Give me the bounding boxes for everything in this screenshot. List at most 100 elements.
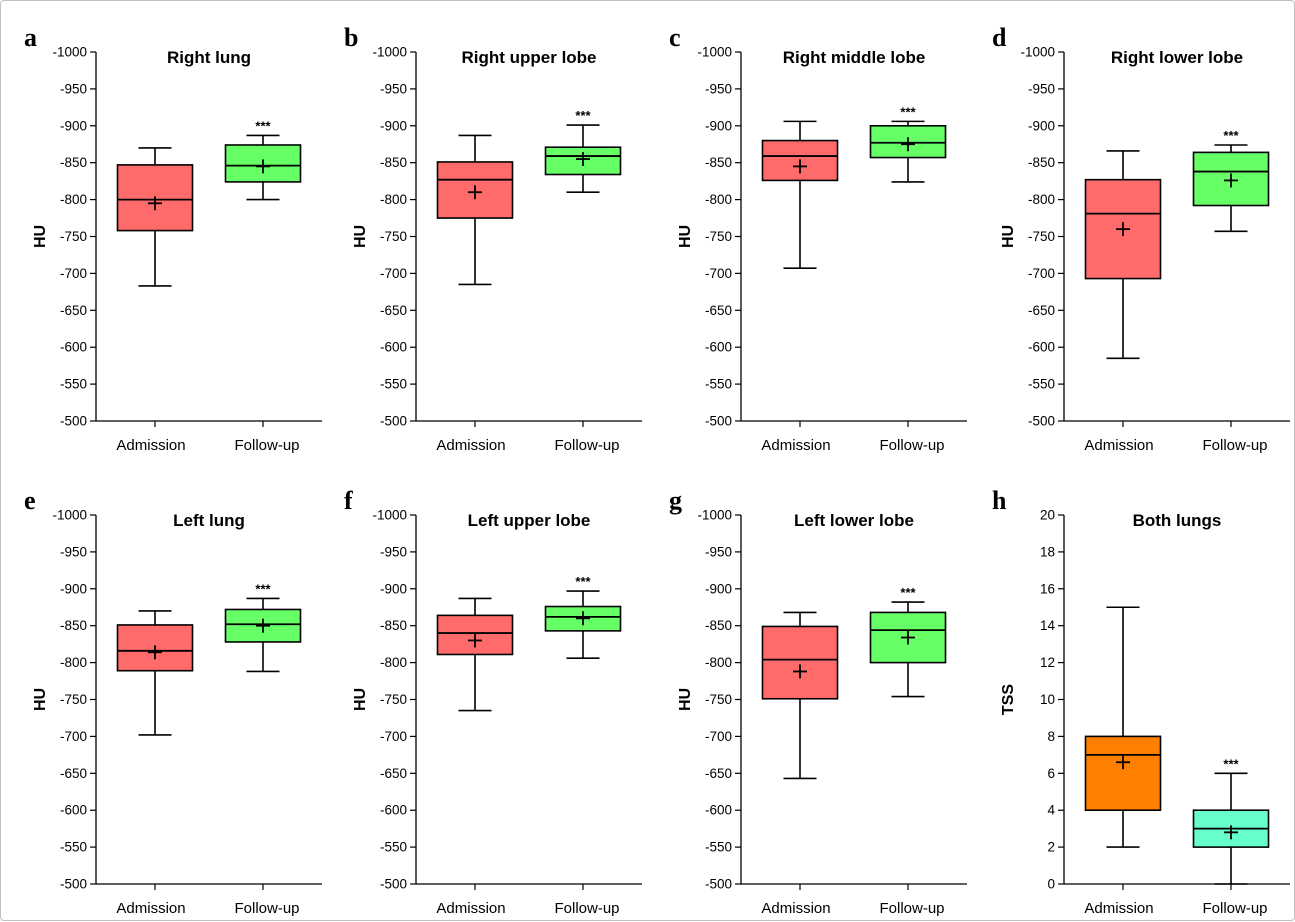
y-tick-label: 16 — [1040, 581, 1055, 596]
y-tick-label: -550 — [60, 840, 87, 855]
panel-f: f Left upper lobe HU -1000 -950 -900 -850 -800 -… — [344, 486, 642, 917]
y-tick-label: -950 — [60, 544, 87, 559]
y-tick-label: -1000 — [1020, 45, 1055, 60]
y-tick-label: -700 — [60, 729, 87, 744]
y-tick-label: -1000 — [52, 45, 87, 60]
y-tick-label: -700 — [705, 266, 732, 281]
y-tick-label: -1000 — [372, 45, 407, 60]
panel-title: Left lower lobe — [794, 511, 914, 530]
box — [1084, 735, 1162, 812]
y-tick-label: -750 — [705, 229, 732, 244]
x-tick-label: Admission — [436, 437, 505, 454]
significance-label: *** — [575, 108, 591, 123]
y-tick-label: -900 — [380, 581, 407, 596]
y-tick-label: 14 — [1040, 618, 1056, 633]
y-tick-label: -900 — [380, 118, 407, 133]
y-tick-label: -900 — [705, 118, 732, 133]
y-tick-label: 20 — [1040, 508, 1055, 523]
y-tick-label: -600 — [60, 803, 87, 818]
y-tick-label: -550 — [380, 377, 407, 392]
y-tick-label: 8 — [1047, 729, 1055, 744]
y-tick-label: -600 — [705, 803, 732, 818]
y-tick-label: -500 — [705, 877, 732, 892]
y-tick-label: -850 — [60, 618, 87, 633]
y-axis-label: HU — [32, 225, 49, 248]
y-tick-label: -700 — [380, 266, 407, 281]
y-tick-label: -950 — [705, 544, 732, 559]
y-tick-label: -950 — [380, 81, 407, 96]
x-tick-label: Follow-up — [234, 900, 299, 917]
y-axis-label: HU — [677, 225, 694, 248]
y-tick-label: -500 — [380, 877, 407, 892]
panel-letter: c — [669, 23, 681, 52]
y-tick-label: -500 — [1028, 414, 1055, 429]
y-tick-label: -650 — [380, 766, 407, 781]
panel-letter: b — [344, 23, 358, 52]
y-tick-label: -550 — [1028, 377, 1055, 392]
y-tick-label: -900 — [60, 118, 87, 133]
y-tick-label: -700 — [60, 266, 87, 281]
y-tick-label: -650 — [60, 303, 87, 318]
y-tick-label: 6 — [1047, 766, 1055, 781]
panel-g: g Left lower lobe HU -1000 -950 -900 -850 -800 -… — [669, 486, 967, 917]
y-tick-label: -850 — [1028, 155, 1055, 170]
y-tick-label: -900 — [705, 581, 732, 596]
significance-label: *** — [1223, 756, 1239, 771]
y-tick-label: -750 — [60, 692, 87, 707]
y-tick-label: -650 — [705, 303, 732, 318]
y-tick-label: -500 — [60, 877, 87, 892]
y-tick-label: -900 — [1028, 118, 1055, 133]
y-tick-label: -950 — [60, 81, 87, 96]
y-tick-label: -850 — [380, 618, 407, 633]
panel-letter: h — [992, 486, 1007, 515]
x-tick-label: Admission — [436, 900, 505, 917]
y-tick-label: -1000 — [372, 508, 407, 523]
y-tick-label: 4 — [1047, 803, 1055, 818]
y-tick-label: -900 — [60, 581, 87, 596]
x-tick-label: Admission — [1084, 437, 1153, 454]
panel-title: Left lung — [173, 511, 245, 530]
y-tick-label: -800 — [60, 192, 87, 207]
panel-d: d Right lower lobe HU -1000 -950 -900 -850 -800… — [992, 23, 1290, 454]
x-tick-label: Follow-up — [879, 900, 944, 917]
x-tick-label: Admission — [1084, 900, 1153, 917]
panel-letter: f — [344, 486, 353, 515]
x-tick-label: Follow-up — [554, 900, 619, 917]
x-tick-label: Admission — [761, 437, 830, 454]
y-tick-label: -750 — [380, 692, 407, 707]
y-tick-label: -950 — [705, 81, 732, 96]
x-tick-label: Follow-up — [879, 437, 944, 454]
x-tick-label: Admission — [116, 437, 185, 454]
y-tick-label: -600 — [60, 340, 87, 355]
y-tick-label: -600 — [705, 340, 732, 355]
panel-letter: e — [24, 486, 36, 515]
y-tick-label: 0 — [1047, 877, 1055, 892]
panel-c: c Right middle lobe HU -1000 -950 -900 -850 -80… — [669, 23, 967, 454]
y-tick-label: -800 — [380, 192, 407, 207]
panel-title: Right lung — [167, 48, 251, 67]
panel-letter: a — [24, 23, 37, 52]
y-tick-label: -750 — [1028, 229, 1055, 244]
y-tick-label: -800 — [705, 192, 732, 207]
y-axis-label: HU — [677, 688, 694, 711]
y-tick-label: -750 — [380, 229, 407, 244]
y-tick-label: -550 — [705, 377, 732, 392]
panel-letter: g — [669, 486, 682, 515]
y-axis-label: HU — [32, 688, 49, 711]
y-tick-label: -500 — [60, 414, 87, 429]
panel-title: Right middle lobe — [783, 48, 926, 67]
y-tick-label: -650 — [60, 766, 87, 781]
y-tick-label: -850 — [380, 155, 407, 170]
y-tick-label: -850 — [705, 618, 732, 633]
y-tick-label: -950 — [1028, 81, 1055, 96]
panel-h: h Both lungs TSS 0 2 4 6 8 10 12 14 16 18 20 Admission… — [992, 486, 1290, 917]
x-tick-label: Admission — [761, 900, 830, 917]
y-tick-label: -650 — [380, 303, 407, 318]
y-tick-label: -1000 — [697, 45, 732, 60]
panel-title: Both lungs — [1133, 511, 1222, 530]
y-tick-label: -600 — [380, 340, 407, 355]
y-tick-label: 12 — [1040, 655, 1055, 670]
y-tick-label: -550 — [60, 377, 87, 392]
significance-label: *** — [575, 574, 591, 589]
y-tick-label: -1000 — [52, 508, 87, 523]
